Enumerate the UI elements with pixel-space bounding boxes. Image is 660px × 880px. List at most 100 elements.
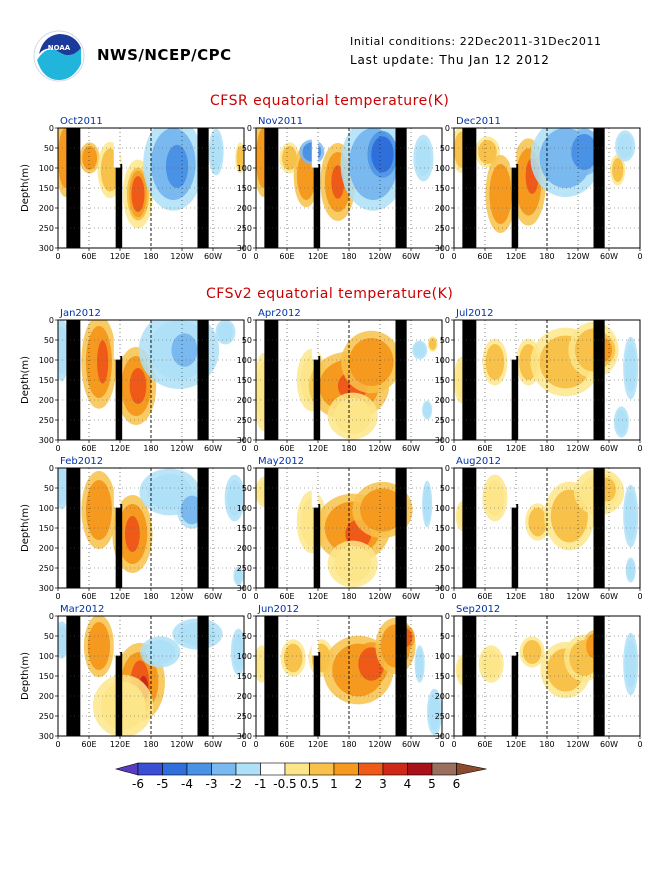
y-tick-label: 100 <box>435 652 450 661</box>
anomaly-core <box>283 643 303 673</box>
y-tick-label: 300 <box>237 584 252 593</box>
y-tick-label: 100 <box>39 356 54 365</box>
x-tick-label: 180 <box>539 740 554 749</box>
y-tick-label: 300 <box>39 732 54 741</box>
anomaly-core <box>481 649 501 679</box>
x-tick-label: 0 <box>55 252 60 261</box>
x-tick-label: 120E <box>506 444 526 453</box>
anomaly-core <box>82 146 98 170</box>
y-tick-label: 300 <box>237 244 252 253</box>
colorbar-swatch <box>431 762 457 776</box>
x-tick-label: 0 <box>451 444 456 453</box>
y-tick-label: 200 <box>39 204 54 213</box>
y-tick-label: 100 <box>237 164 252 173</box>
x-tick-label: 60E <box>477 252 492 261</box>
colorbar-swatch <box>186 762 212 776</box>
y-tick-label: 100 <box>435 356 450 365</box>
y-tick-label: 50 <box>440 336 450 345</box>
land-mask <box>313 652 321 736</box>
x-tick-label: 60W <box>600 592 618 601</box>
land-mask <box>66 128 81 248</box>
anomaly-core <box>414 342 426 358</box>
x-tick-label: 120E <box>308 444 328 453</box>
y-tick-label: 200 <box>435 544 450 553</box>
x-tick-label: 0 <box>451 252 456 261</box>
colorbar-label: -5 <box>157 777 169 791</box>
anomaly-core <box>331 165 345 199</box>
y-tick-label: 250 <box>39 712 54 721</box>
land-mask <box>313 504 321 588</box>
x-tick-label: 0 <box>439 252 444 261</box>
x-tick-label: 0 <box>241 592 246 601</box>
anomaly-core <box>124 516 140 552</box>
land-mask <box>511 652 519 736</box>
x-tick-label: 120E <box>506 592 526 601</box>
land-mask <box>511 164 519 248</box>
y-tick-label: 0 <box>247 316 252 325</box>
x-tick-label: 180 <box>539 444 554 453</box>
x-tick-label: 0 <box>439 740 444 749</box>
x-tick-label: 120W <box>170 740 193 749</box>
x-tick-label: 0 <box>637 252 642 261</box>
x-tick-label: 60W <box>600 740 618 749</box>
y-tick-label: 50 <box>440 144 450 153</box>
land-mask <box>462 320 477 440</box>
colorbar-label: -6 <box>132 777 144 791</box>
y-tick-label: 250 <box>237 224 252 233</box>
colorbar: -6 -5 -4 -3 -2 -1 -0.5 0.5 1 2 3 4 5 6 <box>114 762 487 791</box>
y-tick-label: 250 <box>39 564 54 573</box>
y-tick-label: 150 <box>435 376 450 385</box>
anomaly-core <box>626 560 635 580</box>
y-tick-label: 250 <box>435 224 450 233</box>
x-tick-label: 180 <box>539 252 554 261</box>
x-tick-label: 60W <box>402 252 420 261</box>
anomaly-core <box>334 398 372 434</box>
y-tick-label: 50 <box>44 632 54 641</box>
colorbar-swatch <box>162 762 188 776</box>
colorbar-label: 5 <box>428 777 436 791</box>
colorbar-swatch <box>284 762 310 776</box>
colorbar-swatch <box>309 762 335 776</box>
land-mask <box>593 320 605 440</box>
anomaly-core <box>171 333 198 367</box>
x-tick-label: 60W <box>402 740 420 749</box>
panel-title: May2012 <box>258 456 304 467</box>
y-tick-label: 100 <box>39 504 54 513</box>
x-tick-label: 120E <box>308 252 328 261</box>
cfsv2-section-title: CFSv2 equatorial temperature(K) <box>206 286 454 302</box>
x-tick-label: 60E <box>279 740 294 749</box>
land-mask <box>395 616 407 736</box>
anomaly-core <box>617 134 633 158</box>
colorbar-swatch <box>260 762 286 776</box>
y-tick-label: 150 <box>39 672 54 681</box>
anomaly-core <box>180 495 204 525</box>
initial-conditions: Initial conditions: 22Dec2011-31Dec2011 <box>350 35 602 48</box>
land-mask <box>462 616 477 736</box>
anomaly-core <box>210 134 222 170</box>
x-tick-label: 0 <box>637 592 642 601</box>
y-tick-label: 50 <box>440 484 450 493</box>
land-mask <box>593 468 605 588</box>
x-tick-label: 120W <box>170 444 193 453</box>
land-mask <box>197 128 209 248</box>
x-tick-label: 120E <box>110 592 130 601</box>
y-tick-label: 200 <box>237 204 252 213</box>
x-tick-label: 60W <box>402 444 420 453</box>
y-tick-label: 300 <box>39 244 54 253</box>
y-tick-label: 50 <box>44 336 54 345</box>
anomaly-core <box>485 480 505 516</box>
x-tick-label: 0 <box>253 444 258 453</box>
anomaly-core <box>234 568 243 584</box>
anomaly-core <box>165 144 189 188</box>
y-tick-label: 100 <box>237 652 252 661</box>
x-tick-label: 180 <box>143 592 158 601</box>
anomaly-core <box>415 649 424 679</box>
x-tick-label: 120E <box>110 740 130 749</box>
x-tick-label: 120W <box>368 740 391 749</box>
anomaly-core <box>615 410 627 434</box>
